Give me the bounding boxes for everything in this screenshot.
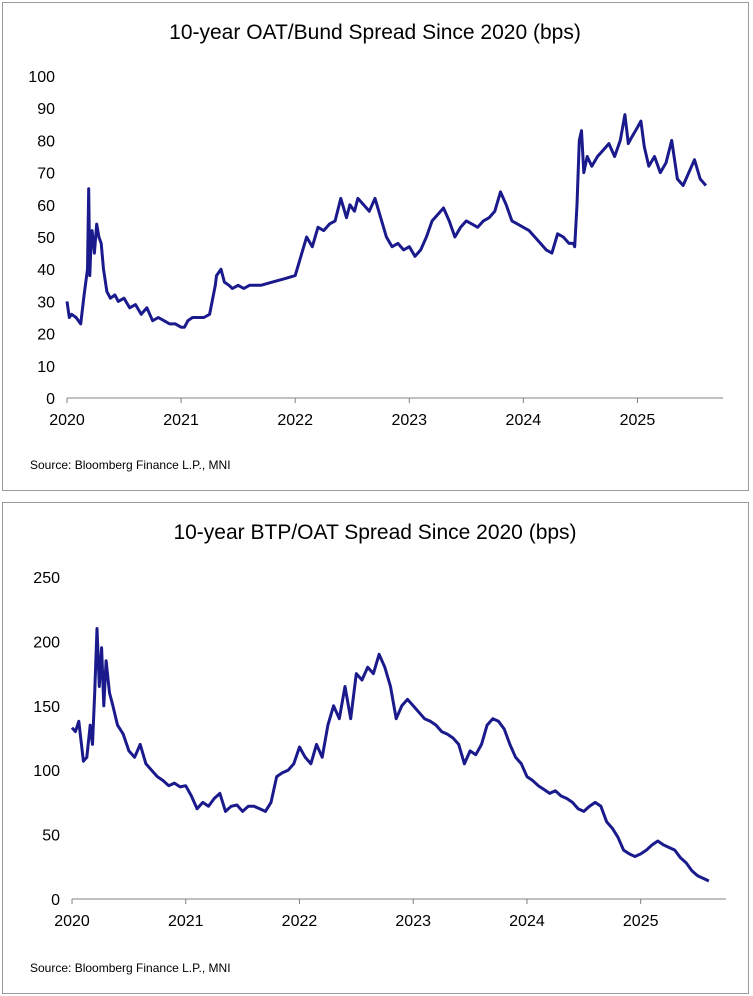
x-tick-label: 2022	[282, 913, 318, 930]
x-tick-label: 2025	[623, 913, 659, 930]
x-tick-label: 2025	[620, 412, 656, 429]
btp-oat-chart: 10-year BTP/OAT Spread Since 2020 (bps) …	[30, 521, 726, 975]
y-tick-label: 90	[37, 101, 55, 118]
y-tick-label: 80	[37, 133, 55, 150]
y-tick-label: 150	[33, 699, 60, 716]
chart-title: 10-year OAT/Bund Spread Since 2020 (bps)	[169, 21, 581, 44]
y-tick-label: 0	[46, 391, 55, 408]
y-tick-label: 100	[33, 763, 60, 780]
x-tick-label: 2024	[506, 412, 542, 429]
oat-bund-chart: 10-year OAT/Bund Spread Since 2020 (bps)…	[28, 21, 723, 472]
x-tick-label: 2023	[391, 412, 427, 429]
y-tick-label: 50	[42, 828, 60, 845]
x-tick-label: 2024	[509, 913, 545, 930]
series-line-btp-oat	[70, 627, 710, 883]
chart-panel-oat-bund: 10-year OAT/Bund Spread Since 2020 (bps)…	[2, 2, 749, 491]
chart-source: Source: Bloomberg Finance L.P., MNI	[30, 458, 231, 472]
x-axis-tick-marks	[66, 398, 638, 403]
x-axis-tick-marks	[71, 899, 642, 904]
y-tick-label: 30	[37, 294, 55, 311]
x-tick-label: 2020	[49, 412, 85, 429]
y-axis-ticks: 0 50 100 150 200 250	[33, 570, 60, 909]
x-tick-label: 2020	[54, 913, 90, 930]
y-tick-label: 60	[37, 198, 55, 215]
x-tick-label: 2021	[163, 412, 199, 429]
x-tick-label: 2022	[277, 412, 313, 429]
y-tick-label: 200	[33, 634, 60, 651]
y-tick-label: 20	[37, 327, 55, 344]
chart-source: Source: Bloomberg Finance L.P., MNI	[30, 961, 231, 975]
x-tick-label: 2021	[168, 913, 204, 930]
chart-title: 10-year BTP/OAT Spread Since 2020 (bps)	[173, 521, 576, 544]
y-tick-label: 0	[51, 892, 60, 909]
y-tick-label: 50	[37, 230, 55, 247]
x-tick-label: 2023	[395, 913, 431, 930]
y-axis-ticks: 0 10 20 30 40 50 60 70 80 90 100	[28, 69, 55, 408]
x-axis-ticks: 2020 2021 2022 2023 2024 2025	[49, 412, 655, 429]
x-axis-ticks: 2020 2021 2022 2023 2024 2025	[54, 913, 658, 930]
y-tick-label: 100	[28, 69, 55, 86]
y-tick-label: 10	[37, 359, 55, 376]
y-tick-label: 70	[37, 166, 55, 183]
y-tick-label: 250	[33, 570, 60, 587]
series-line-oat-bund	[65, 113, 708, 329]
y-tick-label: 40	[37, 262, 55, 279]
chart-panel-btp-oat: 10-year BTP/OAT Spread Since 2020 (bps) …	[2, 502, 749, 994]
